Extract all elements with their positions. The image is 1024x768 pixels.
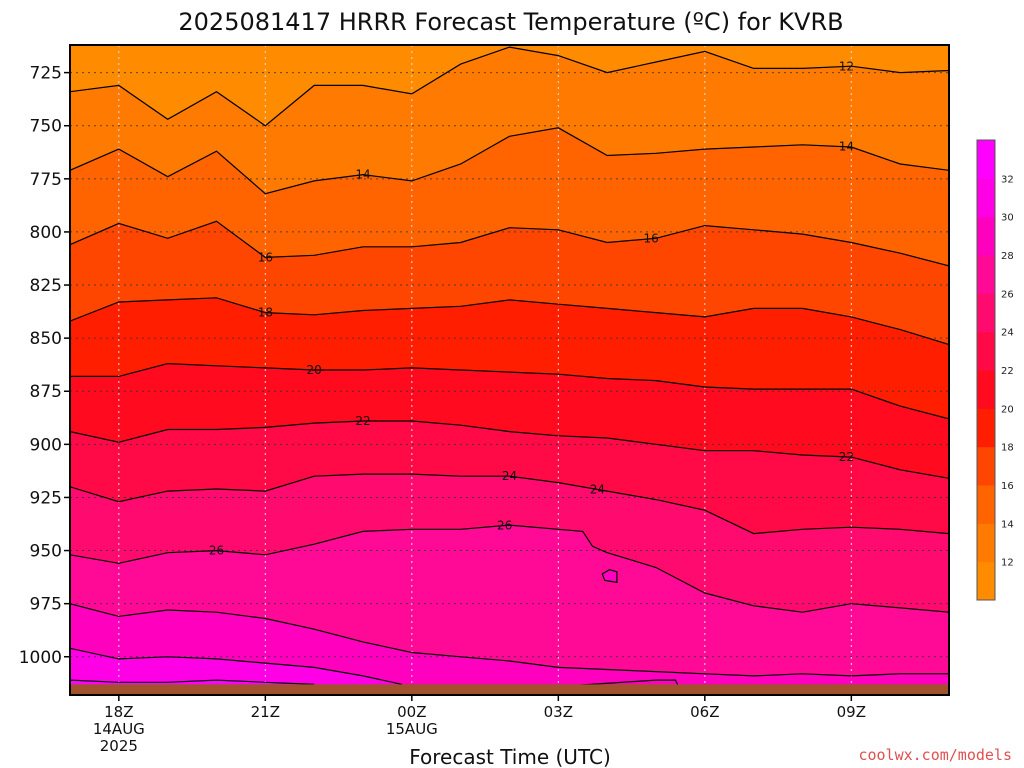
- contour-line-26: [70, 524, 949, 613]
- x-tick-label: 14AUG: [93, 720, 145, 738]
- contour-line-24: [70, 473, 949, 535]
- colorbar-label: 22: [1001, 366, 1014, 377]
- plot-frame: [69, 44, 950, 696]
- colorbar-label: 24: [1001, 328, 1014, 339]
- colorbar-label: 32: [1001, 174, 1014, 185]
- temperature-fills: [70, 45, 949, 695]
- y-tick-label: 850: [30, 329, 62, 349]
- x-tick-label: 03Z: [544, 703, 573, 721]
- x-tick-label: 2025: [100, 737, 138, 755]
- colorbar-swatch-24: [977, 293, 995, 333]
- colorbar-swatch-30: [977, 178, 995, 218]
- colorbar-swatch-16: [977, 446, 995, 486]
- colorbar-swatch-26: [977, 255, 995, 294]
- y-tick-label: 875: [30, 382, 62, 402]
- y-tick-label: 900: [30, 435, 62, 455]
- contour-labels: 12 14 16 18 20 22 24 26 24 22 16 14 26: [209, 59, 854, 557]
- contour-label-18: 18: [258, 306, 273, 320]
- contour-lines: [70, 46, 949, 692]
- colorbar-swatch-12: [977, 523, 995, 563]
- colorbar-swatch-10: [977, 561, 995, 601]
- grid-lines: [70, 45, 949, 695]
- contour-line-pocket: [601, 569, 618, 584]
- contour-line-18: [70, 297, 949, 346]
- contour-label-14: 14: [355, 168, 370, 182]
- colorbar-swatch-28: [977, 216, 995, 256]
- y-axis: 725 750 775 800 825 850 875 900 925 950 975 1000: [19, 64, 70, 668]
- contour-label-24: 24: [502, 469, 517, 483]
- contour-label-22: 22: [355, 414, 370, 428]
- credit-text: coolwx.com/models: [858, 746, 1012, 764]
- ground-band: [70, 684, 949, 695]
- contour-line-22: [70, 420, 949, 479]
- contour-label-20: 20: [307, 363, 322, 377]
- colorbar-swatch-18: [977, 408, 995, 448]
- y-tick-label: 950: [30, 542, 62, 562]
- colorbar-label: 12: [1001, 558, 1014, 569]
- colorbar-label: 16: [1001, 481, 1014, 492]
- contour-label-26: 26: [209, 544, 224, 558]
- colorbar: 12 14 16 18 20 22 24 26 28 30 32: [976, 139, 1014, 601]
- contour-label-14: 14: [839, 140, 854, 154]
- colorbar-label: 30: [1001, 213, 1014, 224]
- x-tick-label: 18Z: [104, 703, 133, 721]
- y-tick-label: 800: [30, 223, 62, 243]
- colorbar-frame: [976, 139, 996, 601]
- colorbar-label: 26: [1001, 289, 1014, 300]
- contour-label-16: 16: [258, 250, 273, 264]
- contour-line-14: [70, 127, 949, 195]
- y-tick-label: 975: [30, 595, 62, 615]
- contour-label-26: 26: [497, 518, 512, 532]
- contour-line-28: [70, 603, 949, 677]
- contour-line-32: [70, 679, 315, 685]
- y-tick-label: 750: [30, 117, 62, 137]
- colorbar-label: 20: [1001, 404, 1014, 415]
- colorbar-swatch-22: [977, 331, 995, 371]
- contour-line-30: [70, 647, 403, 685]
- ground-layer: [70, 684, 949, 695]
- colorbar-swatch-32: [977, 140, 995, 179]
- contour-line-12: [70, 46, 949, 127]
- colorbar-label: 28: [1001, 251, 1014, 262]
- colorbar-label: 14: [1001, 519, 1014, 530]
- contour-label-24: 24: [590, 482, 605, 496]
- x-tick-label: 00Z: [397, 703, 426, 721]
- contour-line-16: [70, 220, 949, 267]
- y-tick-label: 825: [30, 276, 62, 296]
- colorbar-label: 18: [1001, 443, 1014, 454]
- colorbar-swatch-20: [977, 370, 995, 409]
- contour-line-20: [70, 362, 949, 420]
- x-tick-label: 09Z: [837, 703, 866, 721]
- contour-label-22: 22: [839, 450, 854, 464]
- contour-label-12: 12: [839, 59, 854, 73]
- x-tick-label: 15AUG: [386, 720, 438, 738]
- y-tick-label: 1000: [19, 648, 62, 668]
- x-axis-label: Forecast Time (UTC): [409, 745, 611, 768]
- band-28-pocket: [602, 569, 617, 583]
- y-tick-label: 925: [30, 488, 62, 508]
- colorbar-swatch-14: [977, 485, 995, 524]
- chart-title: 2025081417 HRRR Forecast Temperature (ºC…: [178, 8, 843, 36]
- x-tick-label: 21Z: [251, 703, 280, 721]
- plot-area: [70, 45, 949, 695]
- x-tick-label: 06Z: [690, 703, 719, 721]
- y-tick-label: 775: [30, 170, 62, 190]
- y-tick-label: 725: [30, 64, 62, 84]
- contour-label-16: 16: [643, 232, 658, 246]
